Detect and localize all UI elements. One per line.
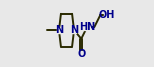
Text: HN: HN <box>79 22 95 32</box>
Bar <box>79 51 83 58</box>
Text: N: N <box>70 25 78 35</box>
Bar <box>57 27 61 34</box>
Bar <box>84 24 90 30</box>
Text: O: O <box>77 50 85 59</box>
Text: OH: OH <box>99 10 115 20</box>
Text: N: N <box>55 25 63 35</box>
Bar <box>72 27 76 34</box>
Bar <box>104 12 109 18</box>
